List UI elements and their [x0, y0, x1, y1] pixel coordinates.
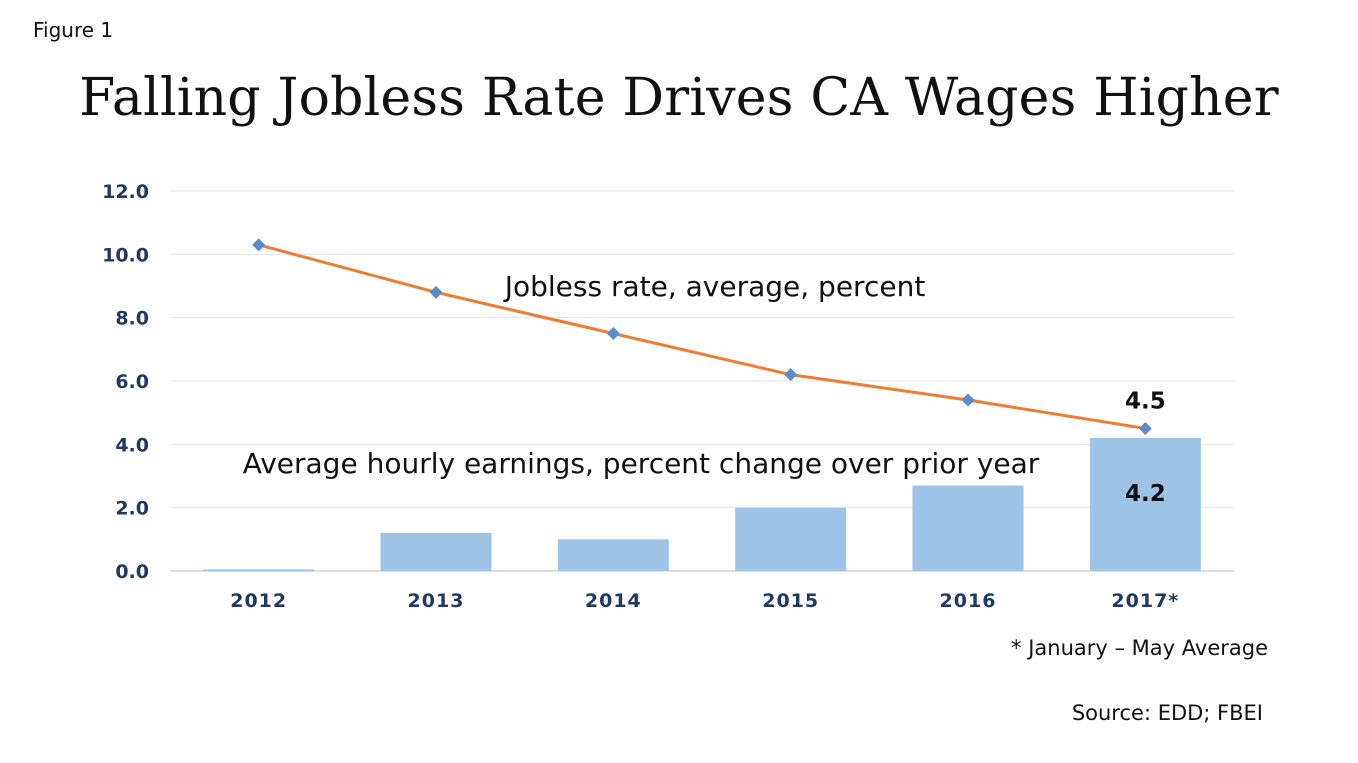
y-tick-label: 6.0	[115, 371, 149, 393]
line-point	[429, 285, 443, 299]
x-tick-label: 2017*	[1111, 590, 1179, 612]
bar-series	[203, 438, 1201, 571]
axes: 0.0 2.0 4.0 6.0 8.0 10.0 12.0 2012 2013 2014 2015 2…	[102, 181, 1179, 612]
line-data-label: 4.5	[1125, 389, 1166, 415]
x-tick-label: 2016	[940, 590, 997, 612]
y-tick-label: 12.0	[102, 181, 149, 203]
x-tick-label: 2014	[585, 590, 642, 612]
bar	[912, 485, 1024, 571]
y-tick-label: 2.0	[115, 498, 149, 520]
bar	[557, 539, 669, 571]
y-tick-label: 4.0	[115, 434, 149, 456]
gridlines	[170, 190, 1234, 572]
line-path	[258, 243, 1146, 430]
bar-data-label: 4.2	[1125, 481, 1166, 507]
line-point	[252, 238, 266, 252]
line-point	[961, 393, 975, 407]
line-point	[784, 368, 798, 382]
source-note: Source: EDD; FBEI	[1071, 701, 1263, 725]
line-series	[252, 238, 1152, 435]
line-point	[1138, 422, 1152, 435]
bar	[203, 569, 315, 571]
series-labels: 4.5 4.2 Jobless rate, average, percent Aver…	[243, 270, 1166, 507]
bar-series-label: Average hourly earnings, percent change …	[243, 447, 1040, 480]
x-tick-label: 2015	[762, 590, 819, 612]
footnote: * January – May Average	[1011, 636, 1268, 660]
chart-title: Falling Jobless Rate Drives CA Wages Hig…	[79, 68, 1279, 128]
y-tick-label: 0.0	[115, 561, 149, 583]
y-tick-label: 10.0	[102, 244, 149, 266]
line-series-label: Jobless rate, average, percent	[503, 270, 926, 303]
x-tick-label: 2013	[408, 590, 465, 612]
line-point	[606, 327, 620, 340]
bar	[1089, 438, 1201, 571]
x-tick-label: 2012	[230, 590, 287, 612]
y-tick-label: 8.0	[115, 308, 149, 330]
bar	[380, 533, 492, 571]
bar	[735, 507, 847, 571]
figure-label: Figure 1	[33, 18, 114, 42]
